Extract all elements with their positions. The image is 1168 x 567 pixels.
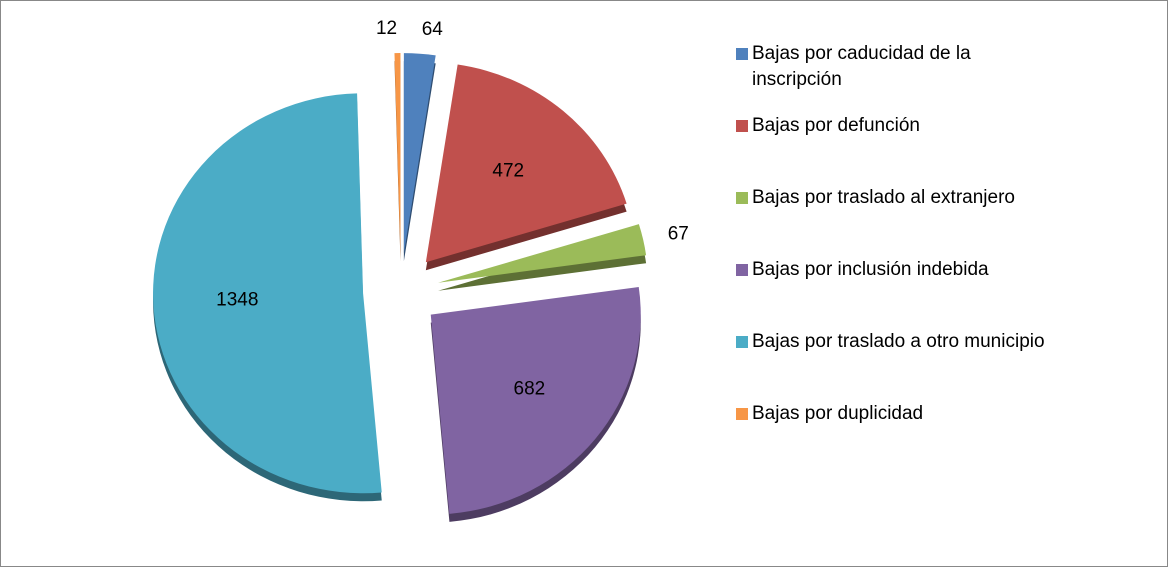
legend-swatch: [736, 192, 748, 204]
data-label: 472: [492, 160, 524, 181]
legend-swatch: [736, 48, 748, 60]
legend-item: Bajas por inclusión indebida: [736, 257, 1146, 329]
legend: Bajas por caducidad de la inscripción Baj…: [736, 41, 1146, 473]
legend-swatch: [736, 336, 748, 348]
pie-slice: [438, 224, 647, 283]
pie-slice: [153, 93, 382, 494]
pie-slice: [394, 53, 401, 254]
data-label: 1348: [216, 289, 258, 310]
legend-swatch: [736, 120, 748, 132]
data-label: 67: [668, 223, 689, 244]
legend-swatch: [736, 264, 748, 276]
pie-slice: [430, 287, 641, 514]
legend-swatch: [736, 408, 748, 420]
legend-item: Bajas por defunción: [736, 113, 1146, 185]
legend-item: Bajas por traslado al extranjero: [736, 185, 1146, 257]
data-label: 12: [376, 18, 397, 39]
legend-label: Bajas por duplicidad: [752, 403, 924, 424]
pie-area: 64 472 67 682 1348 12: [153, 18, 689, 522]
legend-label: Bajas por inclusión indebida: [752, 259, 989, 280]
legend-item: Bajas por duplicidad: [736, 401, 1146, 473]
legend-item: Bajas por traslado a otro municipio: [736, 329, 1146, 401]
legend-label: Bajas por traslado a otro municipio: [752, 331, 1045, 352]
pie-slice: [403, 53, 436, 254]
legend-item: Bajas por caducidad de la inscripción: [736, 41, 1146, 113]
legend-label: Bajas por caducidad de la inscripción: [752, 43, 971, 90]
legend-label: Bajas por traslado al extranjero: [752, 187, 1015, 208]
pie-slice: [425, 64, 627, 263]
data-label: 64: [422, 19, 444, 40]
data-label: 682: [514, 378, 546, 399]
legend-label: Bajas por defunción: [752, 115, 920, 136]
